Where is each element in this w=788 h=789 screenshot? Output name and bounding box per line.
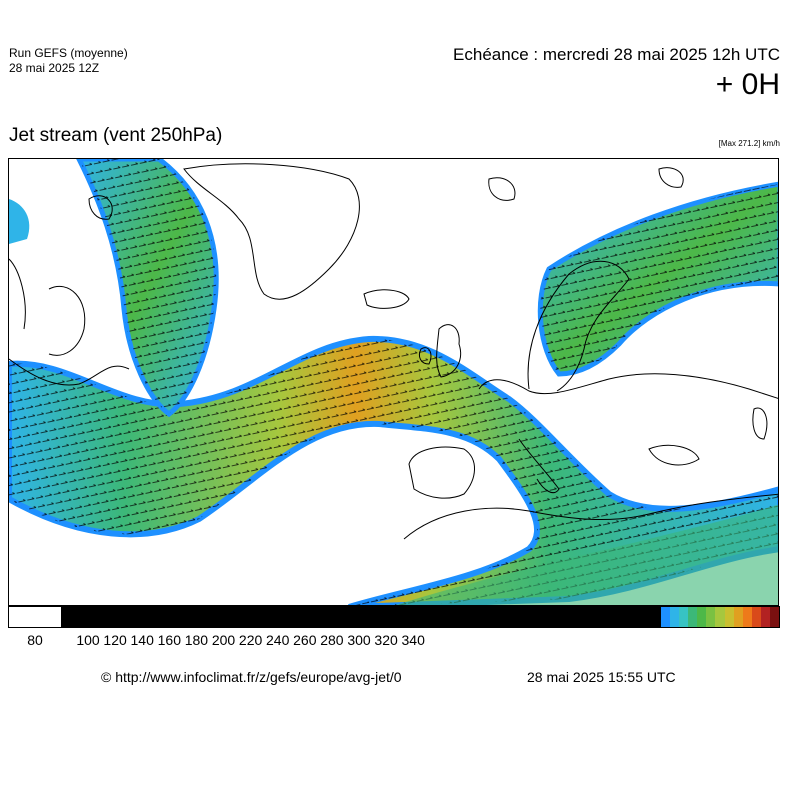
colorbar-tick-label: 220 [238,632,263,648]
colorbar-cell-6 [688,607,698,627]
colorbar-tick-label: 300 [347,632,371,648]
west-edge-band [9,199,30,244]
colorbar-tick-label: 280 [320,632,344,648]
colorbar-tick-label: 240 [266,632,290,648]
colorbar-cell-5 [679,607,689,627]
valid-time: Echéance : mercredi 28 mai 2025 12h UTC [453,45,780,64]
colorbar-cell-3 [661,607,671,627]
colorbar-cell-4 [670,607,680,627]
run-label: Run GEFS (moyenne) [9,46,128,60]
colorbar-cell-2 [61,607,661,627]
max-wind-label: [Max 271.2] km/h [718,139,780,148]
colorbar-tick-label: 140 [130,632,154,648]
colorbar-tick-label: 200 [211,632,236,648]
map-canvas [9,159,778,605]
generation-time: 28 mai 2025 15:55 UTC [527,669,676,685]
colorbar-tick-label: 80 [27,632,43,648]
colorbar-cell-9 [715,607,725,627]
colorbar-tick-label: 340 [401,632,425,648]
coastlines [9,163,778,540]
colorbar-cell-13 [751,607,761,627]
colorbar-tick-label: 260 [293,632,317,648]
main-jet-band [9,335,778,605]
colorbar-tick-label: 120 [103,632,127,648]
colorbar-cell-7 [697,607,707,627]
colorbar-cell-12 [742,607,752,627]
colorbar-tick-label: 180 [184,632,209,648]
map-title: Jet stream (vent 250hPa) [9,125,223,146]
colorbar-cell-14 [760,607,770,627]
colorbar-cell-0 [9,607,36,627]
north-east-jet-band [537,181,778,377]
colorbar-cell-8 [706,607,716,627]
north-west-jet-band [76,159,219,418]
colorbar-tick-label: 160 [157,632,181,648]
lead-time: + 0H [715,68,780,101]
jet-stream-map [8,158,779,606]
colorbar-cell-1 [35,607,62,627]
colorbar-tick-label: 100 [76,632,100,648]
credit-url: © http://www.infoclimat.fr/z/gefs/europe… [101,669,402,685]
run-date: 28 mai 2025 12Z [9,61,100,75]
colorbar-cell-10 [724,607,734,627]
colorbar-cell-15 [769,607,779,627]
colorbar-tick-label: 320 [374,632,398,648]
wind-speed-colorbar [8,606,780,628]
colorbar-cell-11 [733,607,743,627]
